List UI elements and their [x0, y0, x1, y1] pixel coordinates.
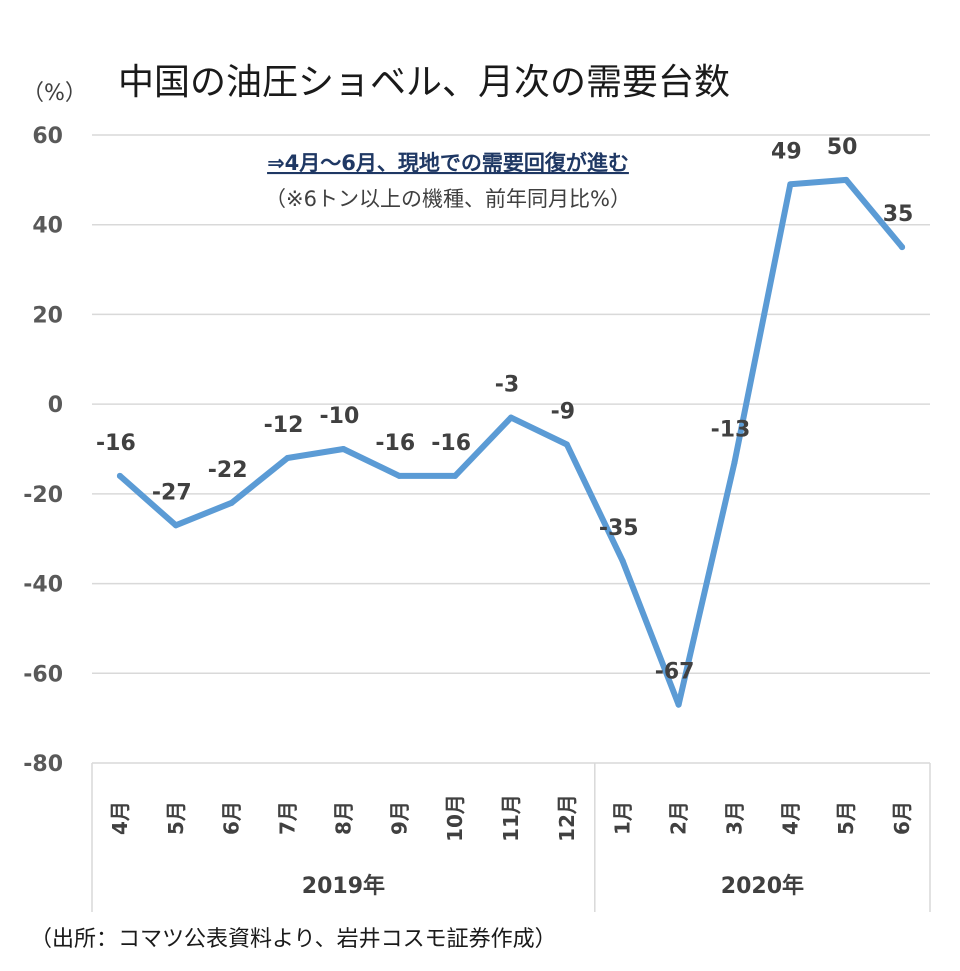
data-point — [563, 441, 570, 448]
y-tick-label: -60 — [23, 662, 63, 687]
data-point — [675, 701, 682, 708]
gridlines — [92, 134, 930, 764]
data-label: 49 — [771, 139, 802, 164]
x-tick-label: 2月 — [667, 801, 691, 835]
data-point — [116, 472, 123, 479]
year-group-label: 2019年 — [302, 873, 385, 899]
data-point — [396, 472, 403, 479]
x-tick-label: 12月 — [555, 794, 579, 842]
data-label: -16 — [375, 431, 415, 456]
year-group-label: 2020年 — [721, 873, 804, 899]
y-tick-label: -20 — [23, 483, 63, 508]
annotation-headline: ⇒4月～6月、現地での需要回復が進む — [267, 151, 629, 175]
x-tick-label: 6月 — [220, 801, 244, 835]
data-label: -16 — [431, 431, 471, 456]
x-tick-label: 4月 — [108, 801, 132, 835]
y-tick-label: 60 — [32, 124, 63, 149]
y-unit-label: （%） — [22, 81, 87, 106]
x-axis: 4月 5月 6月 7月 8月 9月 10月 11月 12月 1月 2月 3月 4月 5月 6月 2019年 20… — [91, 763, 931, 912]
data-label: -3 — [495, 373, 519, 398]
data-labels: -16 -27 -22 -12 -10 -16 -16 -3 -9 -35 -67 -13 49 50 35 — [96, 135, 913, 685]
x-tick-label: 11月 — [499, 794, 523, 842]
data-point — [619, 558, 626, 565]
data-point — [787, 181, 794, 188]
x-tick-label: 5月 — [834, 801, 858, 835]
x-tick-label: 9月 — [387, 801, 411, 835]
y-axis-ticks: 60 40 20 0 -20 -40 -60 -80 — [23, 124, 63, 777]
y-tick-label: 40 — [32, 214, 63, 239]
data-label: -9 — [551, 400, 575, 425]
data-point — [172, 522, 179, 529]
data-point — [284, 454, 291, 461]
data-label: -35 — [599, 516, 639, 541]
y-tick-label: 20 — [32, 303, 63, 328]
data-label: 50 — [827, 135, 858, 160]
x-tick-label: 1月 — [611, 801, 635, 835]
x-tick-label: 3月 — [722, 801, 746, 835]
series-line — [116, 176, 906, 708]
data-label: -16 — [96, 431, 136, 456]
data-point — [899, 244, 906, 251]
data-label: -22 — [208, 458, 248, 483]
y-tick-label: 0 — [48, 393, 63, 418]
data-point — [452, 472, 459, 479]
data-label: 35 — [883, 202, 914, 227]
y-tick-label: -80 — [23, 752, 63, 777]
x-tick-label: 7月 — [276, 801, 300, 835]
data-label: -10 — [320, 404, 360, 429]
source-note: （出所：コマツ公表資料より、岩井コスモ証券作成） — [30, 927, 557, 952]
data-point — [228, 499, 235, 506]
data-label: -13 — [711, 417, 751, 442]
chart-title: 中国の油圧ショベル、月次の需要台数 — [118, 62, 730, 103]
annotation-note: （※6トン以上の機種、前年同月比%） — [265, 187, 631, 211]
x-tick-label: 10月 — [443, 794, 467, 842]
data-label: -67 — [655, 660, 695, 685]
series-line-group — [116, 176, 906, 708]
x-tick-label: 6月 — [890, 801, 914, 835]
data-label: -27 — [152, 480, 192, 505]
x-tick-label: 4月 — [778, 801, 802, 835]
data-point — [340, 446, 347, 452]
data-point — [508, 414, 514, 421]
x-tick-label: 5月 — [164, 801, 188, 835]
data-point — [843, 176, 850, 183]
data-point — [731, 459, 738, 466]
data-label: -12 — [264, 413, 304, 438]
x-tick-label: 8月 — [331, 801, 355, 835]
y-tick-label: -40 — [23, 573, 63, 598]
